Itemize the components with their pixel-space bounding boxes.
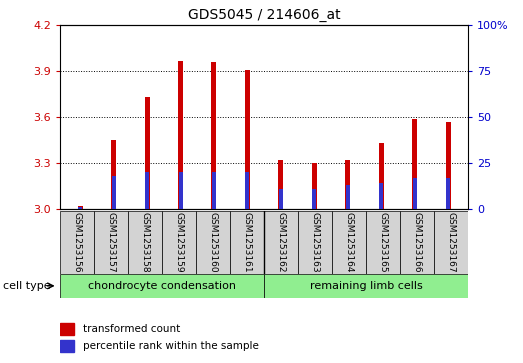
Bar <box>94 211 128 274</box>
Bar <box>264 211 298 274</box>
Bar <box>379 143 384 209</box>
Bar <box>298 211 332 274</box>
Text: GSM1253162: GSM1253162 <box>277 212 286 273</box>
Text: cell type: cell type <box>3 281 50 291</box>
Text: transformed count: transformed count <box>83 324 180 334</box>
Text: GSM1253157: GSM1253157 <box>107 212 116 273</box>
Text: GSM1253167: GSM1253167 <box>447 212 456 273</box>
Title: GDS5045 / 214606_at: GDS5045 / 214606_at <box>188 8 340 22</box>
Bar <box>78 206 83 209</box>
Bar <box>379 183 383 209</box>
Bar <box>332 211 366 274</box>
Text: GSM1253156: GSM1253156 <box>73 212 82 273</box>
Bar <box>446 122 450 209</box>
Bar <box>412 119 417 209</box>
Bar <box>245 172 249 209</box>
Bar <box>111 176 116 209</box>
Bar <box>196 211 230 274</box>
Bar <box>145 172 149 209</box>
Text: GSM1253164: GSM1253164 <box>345 212 354 273</box>
Bar <box>346 185 350 209</box>
Bar <box>245 70 250 209</box>
Text: GSM1253165: GSM1253165 <box>379 212 388 273</box>
Bar <box>400 211 434 274</box>
Bar <box>60 274 264 298</box>
Bar <box>278 160 283 209</box>
Bar <box>144 97 150 209</box>
Bar <box>312 188 316 209</box>
Bar <box>279 188 283 209</box>
Bar <box>230 211 264 274</box>
Bar <box>264 274 468 298</box>
Text: GSM1253161: GSM1253161 <box>243 212 252 273</box>
Text: percentile rank within the sample: percentile rank within the sample <box>83 341 258 351</box>
Text: chondrocyte condensation: chondrocyte condensation <box>88 281 236 291</box>
Bar <box>111 140 116 209</box>
Text: GSM1253158: GSM1253158 <box>141 212 150 273</box>
Bar <box>212 172 216 209</box>
Text: remaining limb cells: remaining limb cells <box>310 281 423 291</box>
Bar <box>60 340 74 352</box>
Bar <box>78 207 82 209</box>
Bar <box>413 178 417 209</box>
Bar <box>128 211 162 274</box>
Bar <box>162 211 196 274</box>
Text: GSM1253166: GSM1253166 <box>413 212 422 273</box>
Bar <box>178 172 183 209</box>
Bar <box>366 211 400 274</box>
Bar <box>312 163 317 209</box>
Bar <box>446 178 450 209</box>
Text: GSM1253159: GSM1253159 <box>175 212 184 273</box>
Text: GSM1253163: GSM1253163 <box>311 212 320 273</box>
Bar <box>211 62 217 209</box>
Bar <box>60 323 74 335</box>
Bar <box>434 211 468 274</box>
Bar <box>178 61 183 209</box>
Text: GSM1253160: GSM1253160 <box>209 212 218 273</box>
Bar <box>345 160 350 209</box>
Bar <box>60 211 94 274</box>
